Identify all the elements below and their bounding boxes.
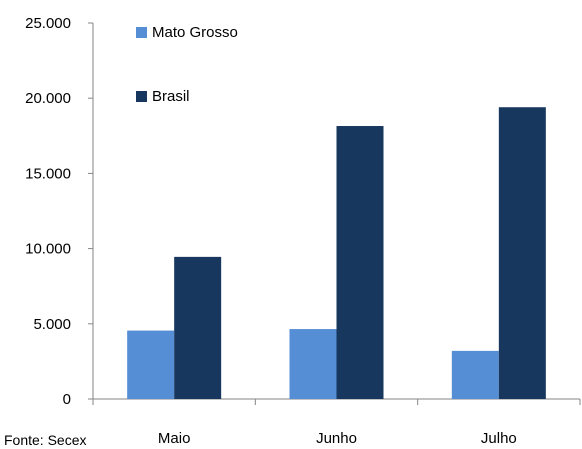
y-tick-label: 10.000 — [25, 241, 71, 258]
bar-0-2 — [451, 350, 499, 399]
bars — [127, 107, 546, 400]
y-axis: 0 5.000 10.000 15.000 20.000 25.000 — [25, 15, 94, 408]
bar-0-1 — [289, 329, 337, 399]
x-tick-label: Maio — [158, 430, 191, 447]
bar-1-0 — [174, 256, 222, 399]
y-tick-label: 20.000 — [25, 90, 71, 107]
y-tick-label: 5.000 — [33, 316, 71, 333]
legend-label: Brasil — [152, 88, 190, 105]
x-axis: Maio Junho Julho — [92, 398, 581, 447]
y-tick-label: 25.000 — [25, 15, 71, 32]
y-tick-label: 15.000 — [25, 165, 71, 182]
legend: Mato Grosso Brasil — [136, 24, 238, 105]
legend-swatch — [136, 27, 147, 38]
legend-swatch — [136, 91, 147, 102]
bar-1-1 — [336, 126, 384, 400]
x-tick-label: Julho — [481, 430, 517, 447]
bar-0-0 — [127, 330, 175, 399]
source-note: Fonte: Secex — [4, 432, 87, 448]
bar-1-2 — [498, 107, 546, 399]
legend-label: Mato Grosso — [152, 24, 238, 41]
y-tick-label: 0 — [63, 391, 71, 408]
x-tick-label: Junho — [316, 430, 357, 447]
